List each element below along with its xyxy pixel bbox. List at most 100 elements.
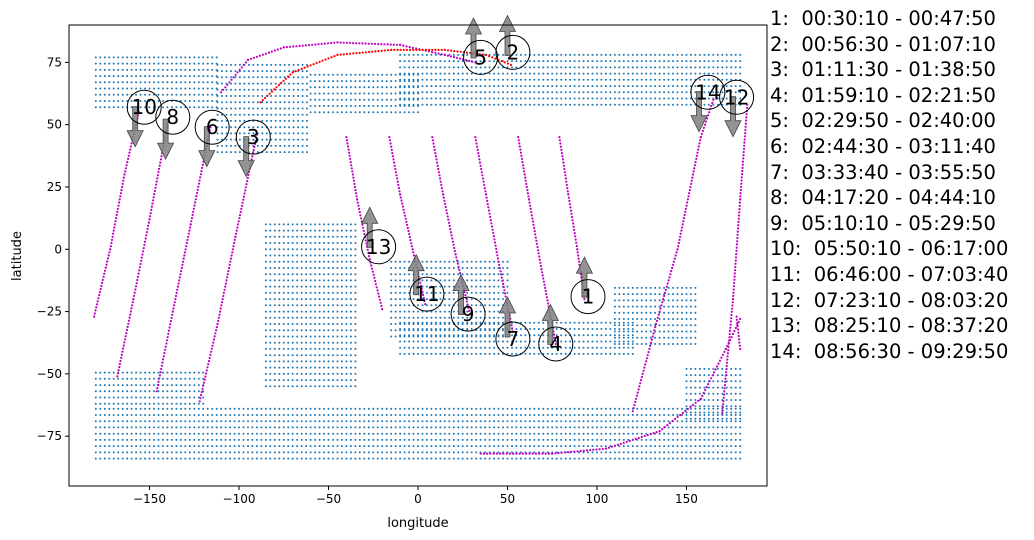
land-point [712,405,715,408]
land-point [323,235,325,238]
land-point [573,420,576,423]
land-point [421,346,424,349]
land-point [291,267,294,269]
land-point [425,432,428,435]
land-point [283,95,286,97]
land-point [291,279,294,282]
land-point [654,438,657,441]
track-point [208,356,211,360]
land-point [291,372,294,375]
land-point [184,81,187,84]
land-point [502,334,504,337]
ground-track [474,136,514,333]
land-point [287,438,290,441]
land-point [297,126,300,129]
land-point [707,392,710,395]
land-point [479,91,482,94]
land-point [443,426,446,429]
track-point [449,228,452,231]
land-point [323,366,325,369]
land-point [278,445,281,448]
land-point [216,144,219,147]
track-point [117,369,120,372]
land-point [564,334,567,337]
land-point [519,407,522,410]
land-point [340,223,343,226]
land-point [162,445,164,448]
land-point [502,420,504,423]
land-point [425,53,428,56]
land-point [336,457,339,460]
track-point [381,308,384,311]
track-point [446,215,449,218]
land-point [493,91,496,94]
land-point [340,341,343,344]
land-point [497,66,500,69]
land-point [425,328,428,330]
land-point [403,304,406,307]
land-point [247,95,250,97]
land-point [591,72,594,75]
track-point [453,246,456,250]
land-point [730,367,733,370]
land-point [569,91,572,94]
land-point [318,279,321,282]
land-point [502,260,504,263]
land-point [685,367,688,370]
track-point [217,319,220,322]
land-point [256,76,259,79]
land-point [707,457,710,460]
land-point [130,390,133,393]
land-point [336,316,339,319]
land-point [306,107,308,110]
land-point [640,91,643,94]
track-point [241,201,244,204]
land-point [112,426,115,429]
land-point [640,318,643,320]
track-point [494,244,497,247]
land-point [672,330,674,333]
track-point [493,238,496,241]
land-point [403,285,406,288]
land-point [475,414,478,416]
land-point [524,53,527,56]
land-point [587,432,589,435]
land-point [197,451,200,454]
land-point [274,82,277,85]
land-point [484,445,487,448]
land-point [103,396,106,399]
land-point [261,138,264,141]
land-point [349,310,352,313]
track-point [492,231,495,234]
land-point [269,298,272,301]
land-point [170,407,173,410]
land-point [479,310,482,313]
land-point [117,407,120,410]
land-point [252,113,255,116]
land-point [323,432,325,435]
land-point [573,352,576,355]
track-point [144,237,147,240]
ground-track [116,123,169,378]
land-point [336,414,339,416]
land-point [349,335,352,338]
land-point [681,420,683,423]
land-point [193,384,196,387]
land-point [609,321,612,324]
land-point [221,82,223,85]
land-point [144,75,147,78]
land-point [99,420,102,423]
land-point [654,305,657,308]
land-point [618,343,621,345]
land-point [649,311,652,314]
land-point [301,119,304,122]
land-point [443,298,446,301]
land-point [144,62,147,65]
land-point [596,451,598,454]
land-point [613,311,616,314]
land-point [376,432,379,435]
land-point [238,113,241,116]
land-point [493,420,496,423]
land-point [596,78,598,81]
land-point [658,343,661,345]
